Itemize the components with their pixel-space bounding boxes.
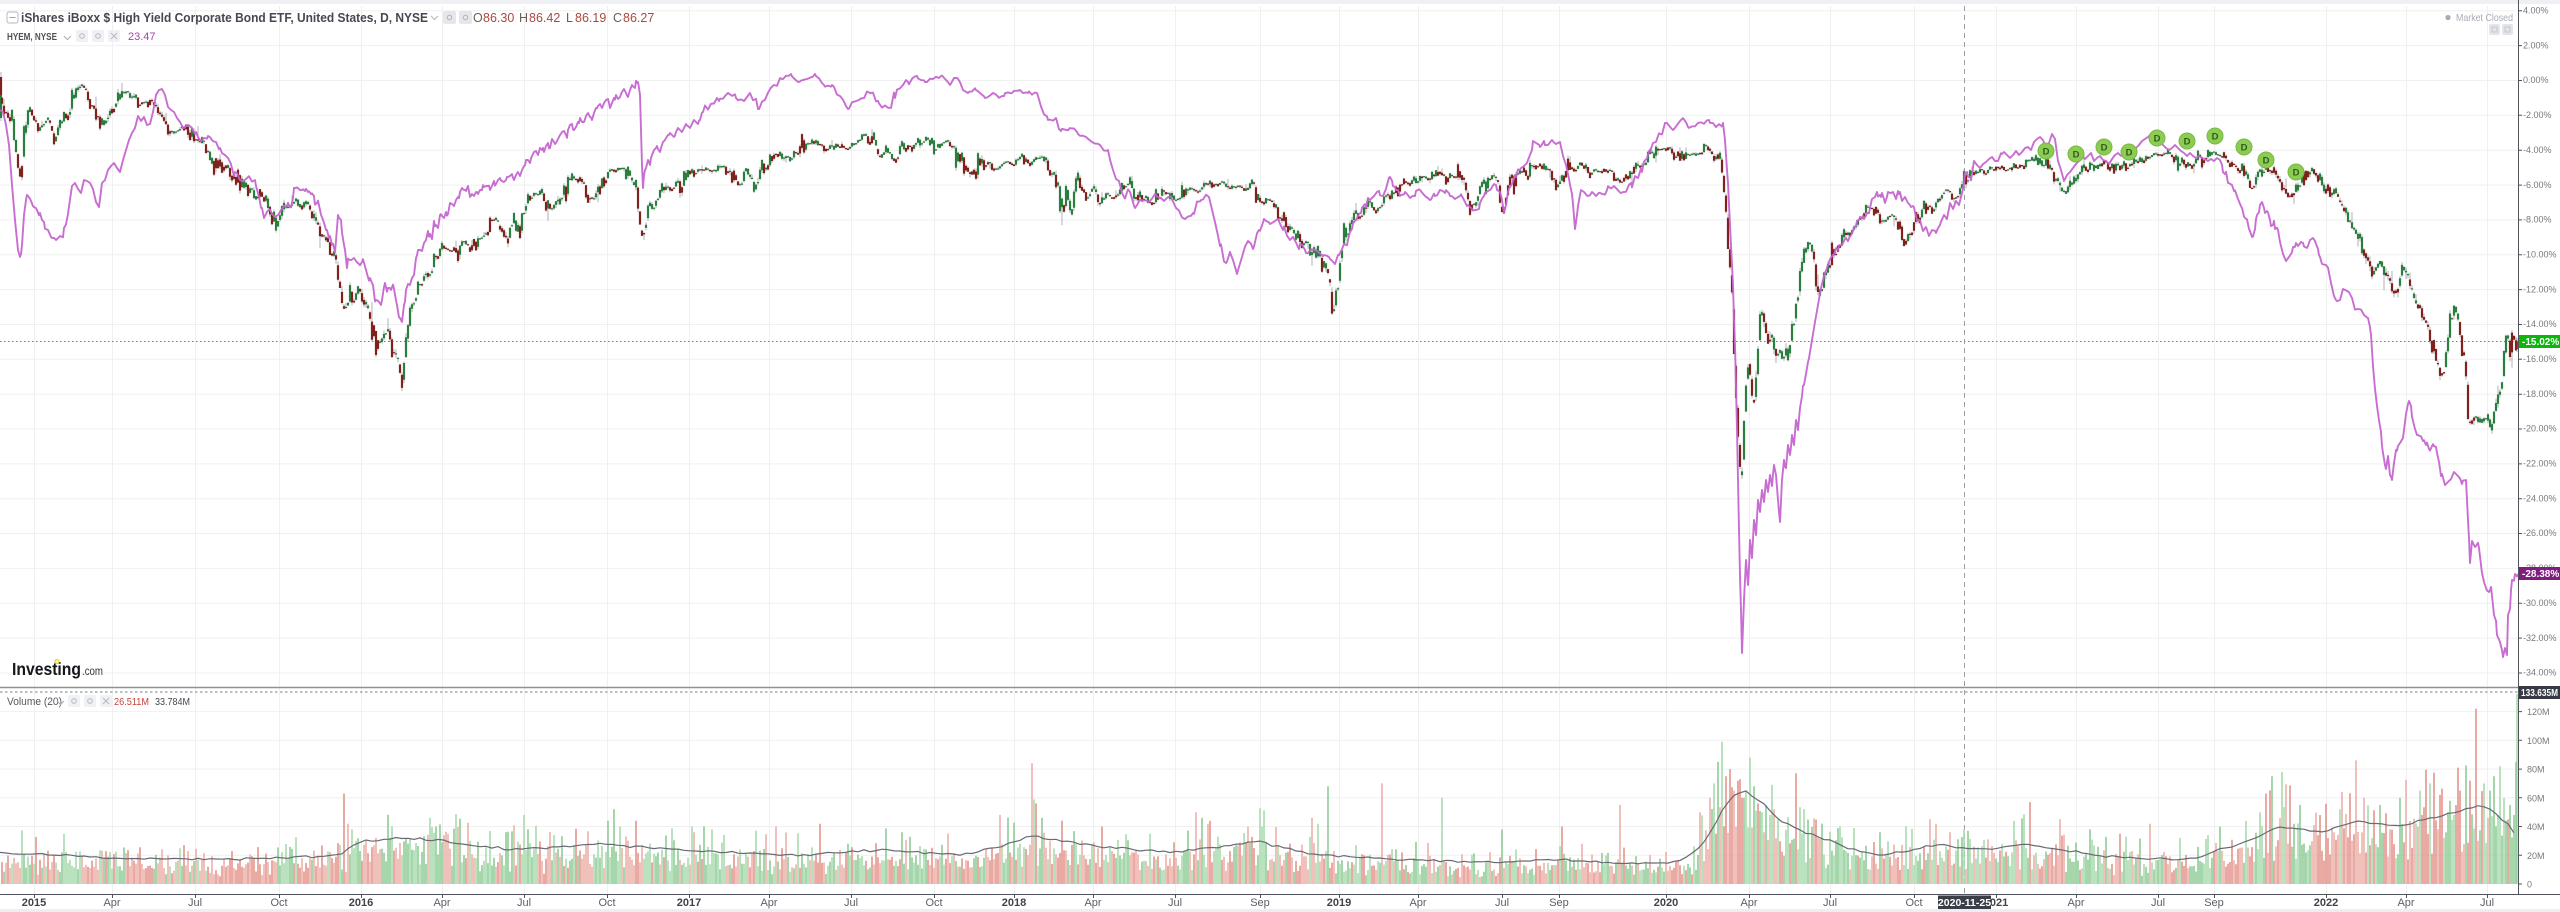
svg-text:2016: 2016 xyxy=(349,897,373,909)
svg-text:Jul: Jul xyxy=(2151,897,2165,909)
svg-text:Sep: Sep xyxy=(1549,897,1569,909)
svg-text:Jul: Jul xyxy=(188,897,202,909)
svg-text:120M: 120M xyxy=(2527,707,2550,717)
svg-text:86.42: 86.42 xyxy=(529,11,560,25)
svg-text:-12.00%: -12.00% xyxy=(2523,284,2557,294)
svg-text:Apr: Apr xyxy=(760,897,777,909)
svg-text:HYEM, NYSE: HYEM, NYSE xyxy=(7,32,57,43)
svg-text:2017: 2017 xyxy=(677,897,701,909)
svg-text:80M: 80M xyxy=(2527,765,2545,775)
svg-text:Sep: Sep xyxy=(2204,897,2224,909)
svg-text:Apr: Apr xyxy=(2067,897,2084,909)
svg-text:-18.00%: -18.00% xyxy=(2523,389,2557,399)
svg-text:0: 0 xyxy=(2527,880,2532,890)
svg-text:2018: 2018 xyxy=(1002,897,1026,909)
svg-text:2015: 2015 xyxy=(22,897,46,909)
svg-text:2020-11-25: 2020-11-25 xyxy=(1938,897,1991,909)
svg-text:iShares iBoxx $ High Yield Cor: iShares iBoxx $ High Yield Corporate Bon… xyxy=(21,10,428,25)
svg-text:D: D xyxy=(2184,137,2191,148)
svg-text:Apr: Apr xyxy=(1740,897,1757,909)
svg-text:-24.00%: -24.00% xyxy=(2523,493,2557,503)
svg-text:.com: .com xyxy=(82,664,103,678)
svg-text:Apr: Apr xyxy=(1084,897,1101,909)
svg-text:2019: 2019 xyxy=(1327,897,1351,909)
svg-text:-8.00%: -8.00% xyxy=(2523,215,2552,225)
svg-text:C: C xyxy=(613,11,622,25)
svg-text:-6.00%: -6.00% xyxy=(2523,180,2552,190)
svg-text:Oct: Oct xyxy=(270,897,287,909)
svg-text:Oct: Oct xyxy=(1905,897,1922,909)
svg-text:-14.00%: -14.00% xyxy=(2523,319,2557,329)
svg-text:D: D xyxy=(2043,147,2050,158)
svg-text:Apr: Apr xyxy=(433,897,450,909)
svg-text:40M: 40M xyxy=(2527,822,2545,832)
svg-text:Jul: Jul xyxy=(844,897,858,909)
svg-text:-26.00%: -26.00% xyxy=(2523,528,2557,538)
svg-text:D: D xyxy=(2126,148,2133,159)
svg-text:60M: 60M xyxy=(2527,793,2545,803)
svg-text:86.27: 86.27 xyxy=(623,11,654,25)
svg-text:Jul: Jul xyxy=(2480,897,2494,909)
svg-text:Volume (20): Volume (20) xyxy=(7,696,62,708)
svg-text:Jul: Jul xyxy=(1168,897,1182,909)
svg-text:Apr: Apr xyxy=(2397,897,2414,909)
svg-text:L: L xyxy=(566,11,573,25)
svg-text:-30.00%: -30.00% xyxy=(2523,598,2557,608)
svg-text:2022: 2022 xyxy=(2314,897,2338,909)
svg-text:2.00%: 2.00% xyxy=(2523,40,2549,50)
svg-text:Jul: Jul xyxy=(517,897,531,909)
svg-text:-15.02%: -15.02% xyxy=(2522,337,2559,348)
svg-text:33.784M: 33.784M xyxy=(155,696,190,708)
svg-text:Oct: Oct xyxy=(598,897,615,909)
svg-text:Jul: Jul xyxy=(1823,897,1837,909)
svg-text:O: O xyxy=(473,11,483,25)
svg-text:86.19: 86.19 xyxy=(575,11,606,25)
svg-text:D: D xyxy=(2263,156,2270,167)
svg-text:0.00%: 0.00% xyxy=(2523,75,2549,85)
svg-text:D: D xyxy=(2073,150,2080,161)
svg-text:86.30: 86.30 xyxy=(483,11,514,25)
svg-text:-16.00%: -16.00% xyxy=(2523,354,2557,364)
svg-text:D: D xyxy=(2293,168,2300,179)
svg-text:-28.38%: -28.38% xyxy=(2522,569,2559,580)
svg-text:D: D xyxy=(2241,143,2248,154)
svg-text:-32.00%: -32.00% xyxy=(2523,633,2557,643)
svg-text:Oct: Oct xyxy=(925,897,942,909)
svg-text:-22.00%: -22.00% xyxy=(2523,459,2557,469)
svg-text:-2.00%: -2.00% xyxy=(2523,110,2552,120)
svg-text:D: D xyxy=(2101,143,2108,154)
svg-text:20M: 20M xyxy=(2527,851,2545,861)
svg-text:Sep: Sep xyxy=(1250,897,1270,909)
svg-text:D: D xyxy=(2212,132,2219,143)
svg-text:100M: 100M xyxy=(2527,736,2550,746)
svg-text:Jul: Jul xyxy=(1495,897,1509,909)
svg-text:2020: 2020 xyxy=(1654,897,1678,909)
svg-text:-4.00%: -4.00% xyxy=(2523,145,2552,155)
svg-text:133.635M: 133.635M xyxy=(2521,688,2558,699)
svg-text:Market Closed: Market Closed xyxy=(2456,12,2513,24)
svg-text:Apr: Apr xyxy=(1409,897,1426,909)
svg-text:26.511M: 26.511M xyxy=(114,696,149,708)
svg-text:Apr: Apr xyxy=(103,897,120,909)
svg-text:4.00%: 4.00% xyxy=(2523,6,2549,16)
svg-text:H: H xyxy=(519,11,528,25)
svg-text:-34.00%: -34.00% xyxy=(2523,668,2557,678)
svg-text:-10.00%: -10.00% xyxy=(2523,249,2557,259)
svg-text:D: D xyxy=(2154,134,2161,145)
svg-text:Investing: Investing xyxy=(12,659,81,679)
svg-text:23.47: 23.47 xyxy=(128,31,156,43)
svg-text:-20.00%: -20.00% xyxy=(2523,424,2557,434)
